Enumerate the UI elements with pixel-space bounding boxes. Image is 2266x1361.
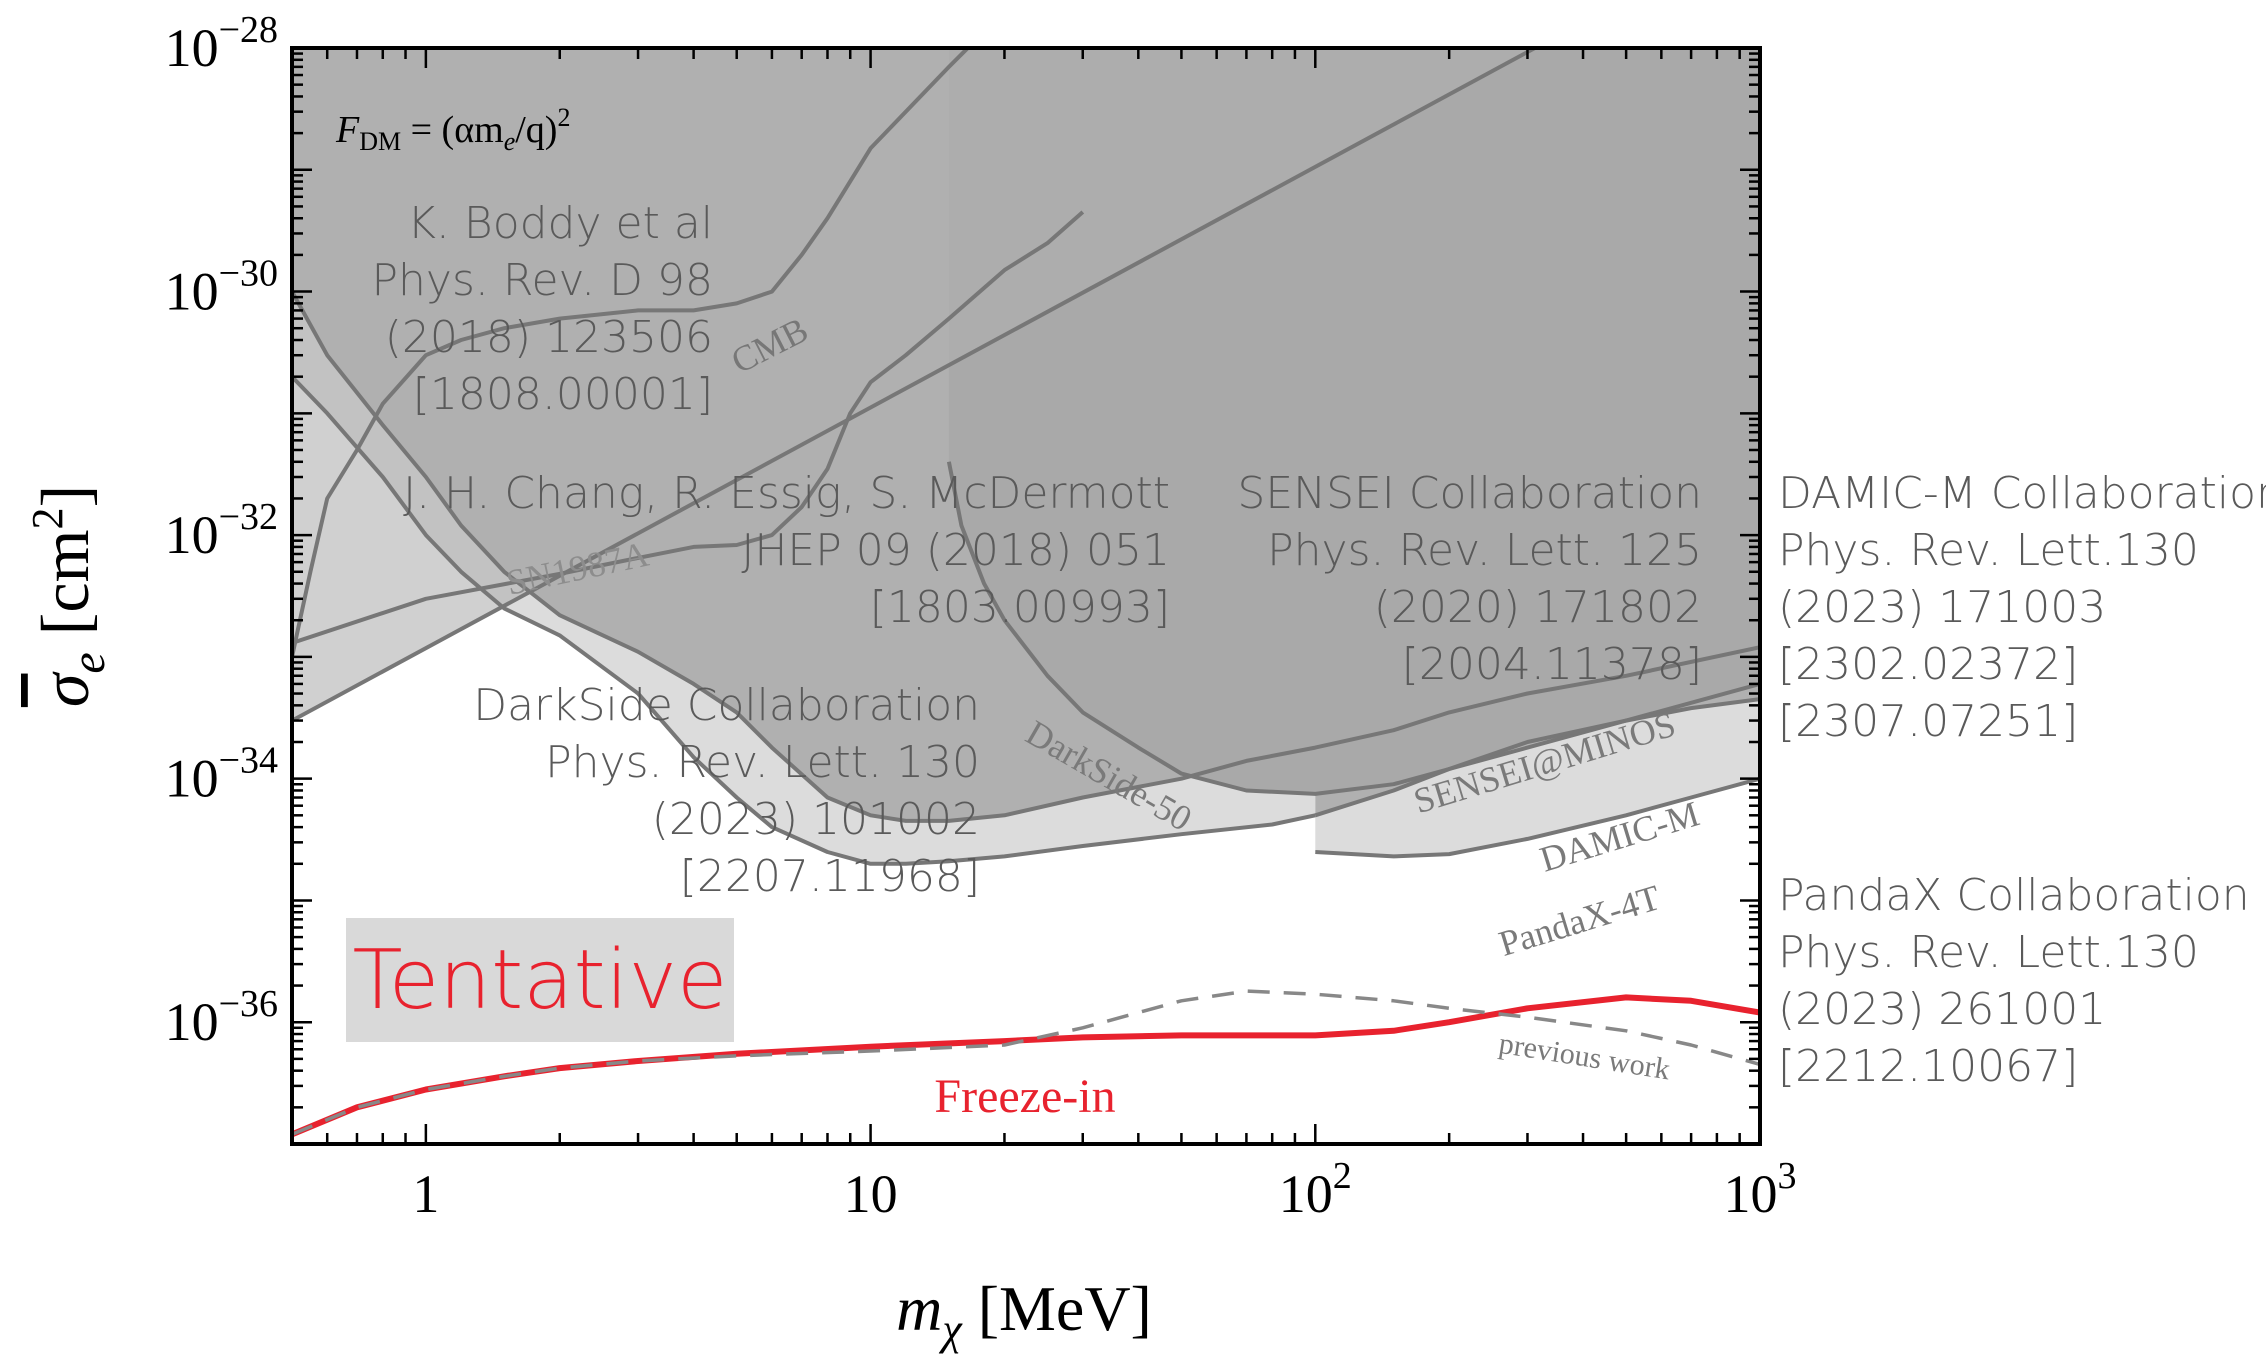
darkside-citation-line: DarkSide Collaboration <box>473 680 980 731</box>
chang-citation-line: J. H. Chang, R. Essig, S. McDermott <box>403 468 1170 519</box>
chang-citation-line: JHEP 09 (2018) 051 <box>741 525 1170 576</box>
limit-curves <box>292 48 1760 1138</box>
damic-citation-line: Phys. Rev. Lett.130 <box>1778 525 2199 576</box>
x-tick-label: 102 <box>1279 1155 1352 1224</box>
boddy-citation-line: [1808.00001] <box>413 369 713 420</box>
y-axis-label: σe [cm2] <box>23 485 115 707</box>
region-pandax <box>1315 699 1760 857</box>
y-tick-label: 10−32 <box>165 496 278 565</box>
tentative-label: Tentative <box>353 933 728 1028</box>
x-axis-label: mχ [MeV] <box>896 1273 1152 1354</box>
pandax-citation-line: (2023) 261001 <box>1778 984 2106 1035</box>
x-tick-label: 1 <box>412 1164 439 1224</box>
chang-citation-line: [1803.00993] <box>870 582 1170 633</box>
darkside-citation-line: (2023) 101002 <box>652 794 980 845</box>
tentative-box-layer <box>346 918 734 1042</box>
pandax-citation-line: Phys. Rev. Lett.130 <box>1778 927 2199 978</box>
sensei-citation-line: [2004.11378] <box>1402 639 1702 690</box>
curve-previous-work <box>292 989 1760 1137</box>
pandax-citation-line: [2212.10067] <box>1778 1041 2078 1092</box>
form-factor-label: FDM = (αme/q)2 <box>335 103 570 156</box>
excluded-regions <box>292 48 1760 864</box>
curve-pandax-4t <box>1315 776 1760 859</box>
sensei-citation-line: SENSEI Collaboration <box>1237 468 1702 519</box>
curve-sensei-minos <box>946 461 1760 796</box>
freeze-in-label: Freeze-in <box>934 1070 1115 1123</box>
damic-citation-line: [2302.02372] <box>1778 639 2078 690</box>
damic-citation-line: [2307.07251] <box>1778 696 2078 747</box>
curve-cmb <box>292 48 1540 723</box>
boddy-citation-line: K. Boddy et al <box>407 198 713 249</box>
axis-ticks <box>290 48 1762 1146</box>
sensei-citation-line: Phys. Rev. Lett. 125 <box>1267 525 1702 576</box>
plot-frame <box>290 46 1762 1146</box>
curve-darkside-50 <box>292 290 1760 823</box>
curve-sn1987a <box>292 48 971 658</box>
boddy-citation-line: Phys. Rev. D 98 <box>372 255 713 306</box>
x-tick-label: 10 <box>844 1164 898 1224</box>
curve-damic-m <box>1314 697 1760 818</box>
x-tick-label: 103 <box>1724 1155 1797 1224</box>
y-tick-label: 10−28 <box>165 9 278 78</box>
curve-darkside-50-mass <box>292 375 1316 866</box>
sensei-citation-line: (2020) 171802 <box>1374 582 1702 633</box>
y-tick-label: 10−36 <box>165 983 278 1052</box>
damic-citation-line: (2023) 171003 <box>1778 582 2106 633</box>
darkside-citation-line: [2207.11968] <box>680 851 980 902</box>
curve-sn1987a-lower <box>292 210 1085 645</box>
tentative-box <box>346 918 734 1042</box>
y-tick-label: 10−34 <box>165 740 278 809</box>
region-cmb <box>292 48 1760 721</box>
curve-label: PandaX-4T <box>1494 877 1664 964</box>
y-tick-label: 10−30 <box>165 253 278 322</box>
damic-citation-line: DAMIC-M Collaboration <box>1778 468 2266 519</box>
darkside-citation-line: Phys. Rev. Lett. 130 <box>545 737 980 788</box>
pandax-citation-line: PandaX Collaboration <box>1778 870 2250 921</box>
boddy-citation-line: (2018) 123506 <box>385 312 713 363</box>
